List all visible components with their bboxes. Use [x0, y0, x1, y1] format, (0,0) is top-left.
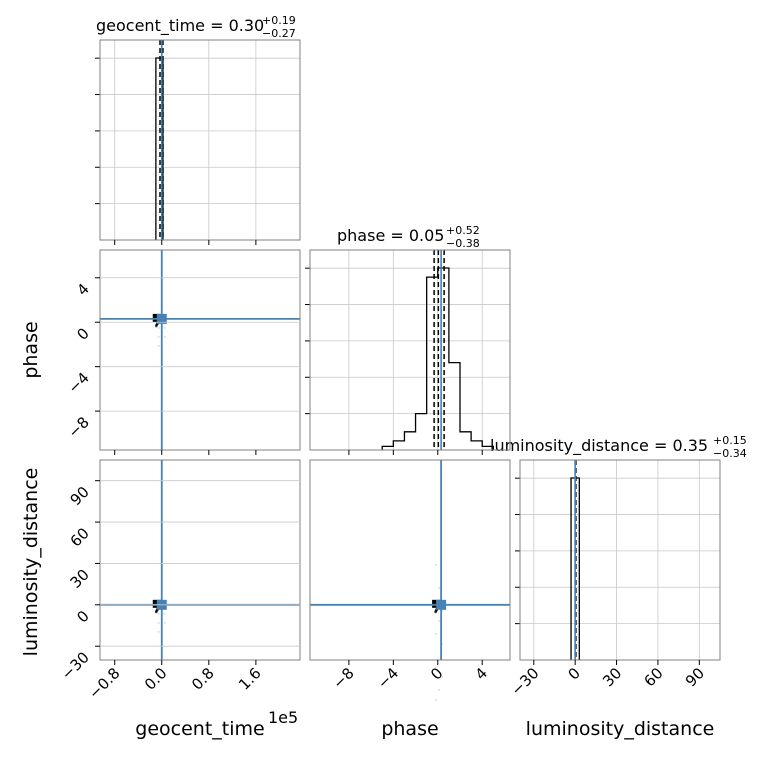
panel-2d-geocent_time-luminosity_distance: [99, 459, 301, 661]
panel-hist-luminosity_distance: [515, 459, 721, 661]
title-luminosity-distance-main: luminosity_distance = 0.35: [490, 436, 708, 456]
title-geocent-time: geocent_time = 0.30 +0.19 −0.27: [96, 14, 296, 40]
faint-point-9: [435, 698, 438, 701]
faint-point-3: [435, 632, 438, 635]
ylabel-luminosity-distance: luminosity_distance: [20, 468, 42, 657]
title-phase: phase = 0.05 +0.52 −0.38: [337, 224, 480, 250]
faint-point-6: [435, 665, 438, 668]
faint-point-5: [163, 612, 166, 615]
xtick-label-geocent_time-1: 0.0: [141, 664, 171, 694]
xtick-label-luminosity_distance-3: 60: [641, 664, 667, 690]
panel-2d-phase-luminosity_distance: [309, 459, 511, 701]
faint-point-5: [163, 326, 166, 329]
title-geocent-time-minus: −0.27: [262, 27, 296, 40]
ytick-label-phase-1: 0: [73, 324, 92, 343]
frame-2d: [99, 459, 301, 661]
title-geocent-time-plus: +0.19: [262, 14, 296, 27]
panels: −0.8 0.0 0.8 1.6 −8 −4 0 4 −30 0 30 60 90 4 0 −4 −8 90 60 3…: [58, 39, 721, 703]
faint-point-6: [157, 335, 160, 338]
frame-luminosity_distance: [519, 459, 721, 661]
xlabel-geocent-time: geocent_time: [135, 718, 264, 740]
ytick-label-luminosity_distance-4: −30: [58, 648, 93, 683]
ytick-label-phase-2: −4: [64, 369, 92, 397]
ytick-label-luminosity_distance-1: 60: [67, 524, 93, 550]
faint-point-3: [157, 344, 160, 347]
xlabel-luminosity-distance: luminosity_distance: [526, 718, 715, 740]
xtick-label-luminosity_distance-1: 0: [565, 664, 584, 683]
panel-2d-geocent_time-phase: [99, 249, 301, 451]
xtick-label-luminosity_distance-4: 90: [682, 664, 708, 690]
faint-point-1: [438, 586, 441, 589]
faint-point-3: [157, 630, 160, 633]
frame-geocent_time: [99, 39, 301, 241]
truth-marker: [436, 599, 447, 610]
frame-2d: [309, 459, 511, 661]
faint-point-2: [163, 621, 166, 624]
xlabel-phase: phase: [381, 718, 438, 740]
xtick-label-luminosity_distance-2: 30: [599, 664, 625, 690]
ytick-label-phase-0: 4: [73, 280, 92, 299]
xtick-label-phase-1: −4: [374, 664, 402, 692]
ytick-label-luminosity_distance-0: 90: [67, 483, 93, 509]
faint-point-0: [435, 563, 438, 566]
xtick-label-geocent_time-3: 1.6: [235, 664, 265, 694]
geocent-time-offset: 1e5: [268, 708, 298, 727]
faint-point-9: [157, 612, 160, 615]
xtick-label-phase-3: 4: [472, 664, 491, 683]
title-phase-minus: −0.38: [446, 237, 480, 250]
faint-point-7: [438, 688, 441, 691]
frame-phase: [309, 249, 511, 451]
xtick-label-geocent_time-0: −0.8: [85, 664, 123, 702]
xtick-label-luminosity_distance-0: −30: [508, 664, 543, 699]
frame-2d: [99, 249, 301, 451]
faint-point-4: [438, 619, 441, 622]
truth-marker: [156, 313, 167, 324]
title-luminosity-distance: luminosity_distance = 0.35 +0.15 −0.34: [490, 434, 747, 460]
faint-point-9: [157, 326, 160, 329]
hist-phase: [381, 267, 494, 450]
title-phase-main: phase = 0.05: [337, 226, 444, 245]
title-geocent-time-main: geocent_time = 0.30: [96, 16, 264, 36]
faint-point-8: [441, 675, 444, 678]
faint-point-2: [163, 335, 166, 338]
faint-point-6: [157, 621, 160, 624]
xtick-label-phase-0: −8: [329, 664, 357, 692]
title-luminosity-distance-plus: +0.15: [713, 434, 747, 447]
title-phase-plus: +0.52: [446, 224, 480, 237]
xtick-label-geocent_time-2: 0.8: [188, 664, 218, 694]
ytick-label-luminosity_distance-3: 0: [73, 607, 92, 626]
panel-hist-phase: [305, 249, 511, 451]
title-luminosity-distance-minus: −0.34: [713, 447, 747, 460]
ytick-label-luminosity_distance-2: 30: [67, 566, 93, 592]
ytick-label-phase-3: −8: [64, 413, 92, 441]
ylabel-phase: phase: [20, 321, 42, 378]
panel-hist-geocent_time: [95, 39, 301, 241]
